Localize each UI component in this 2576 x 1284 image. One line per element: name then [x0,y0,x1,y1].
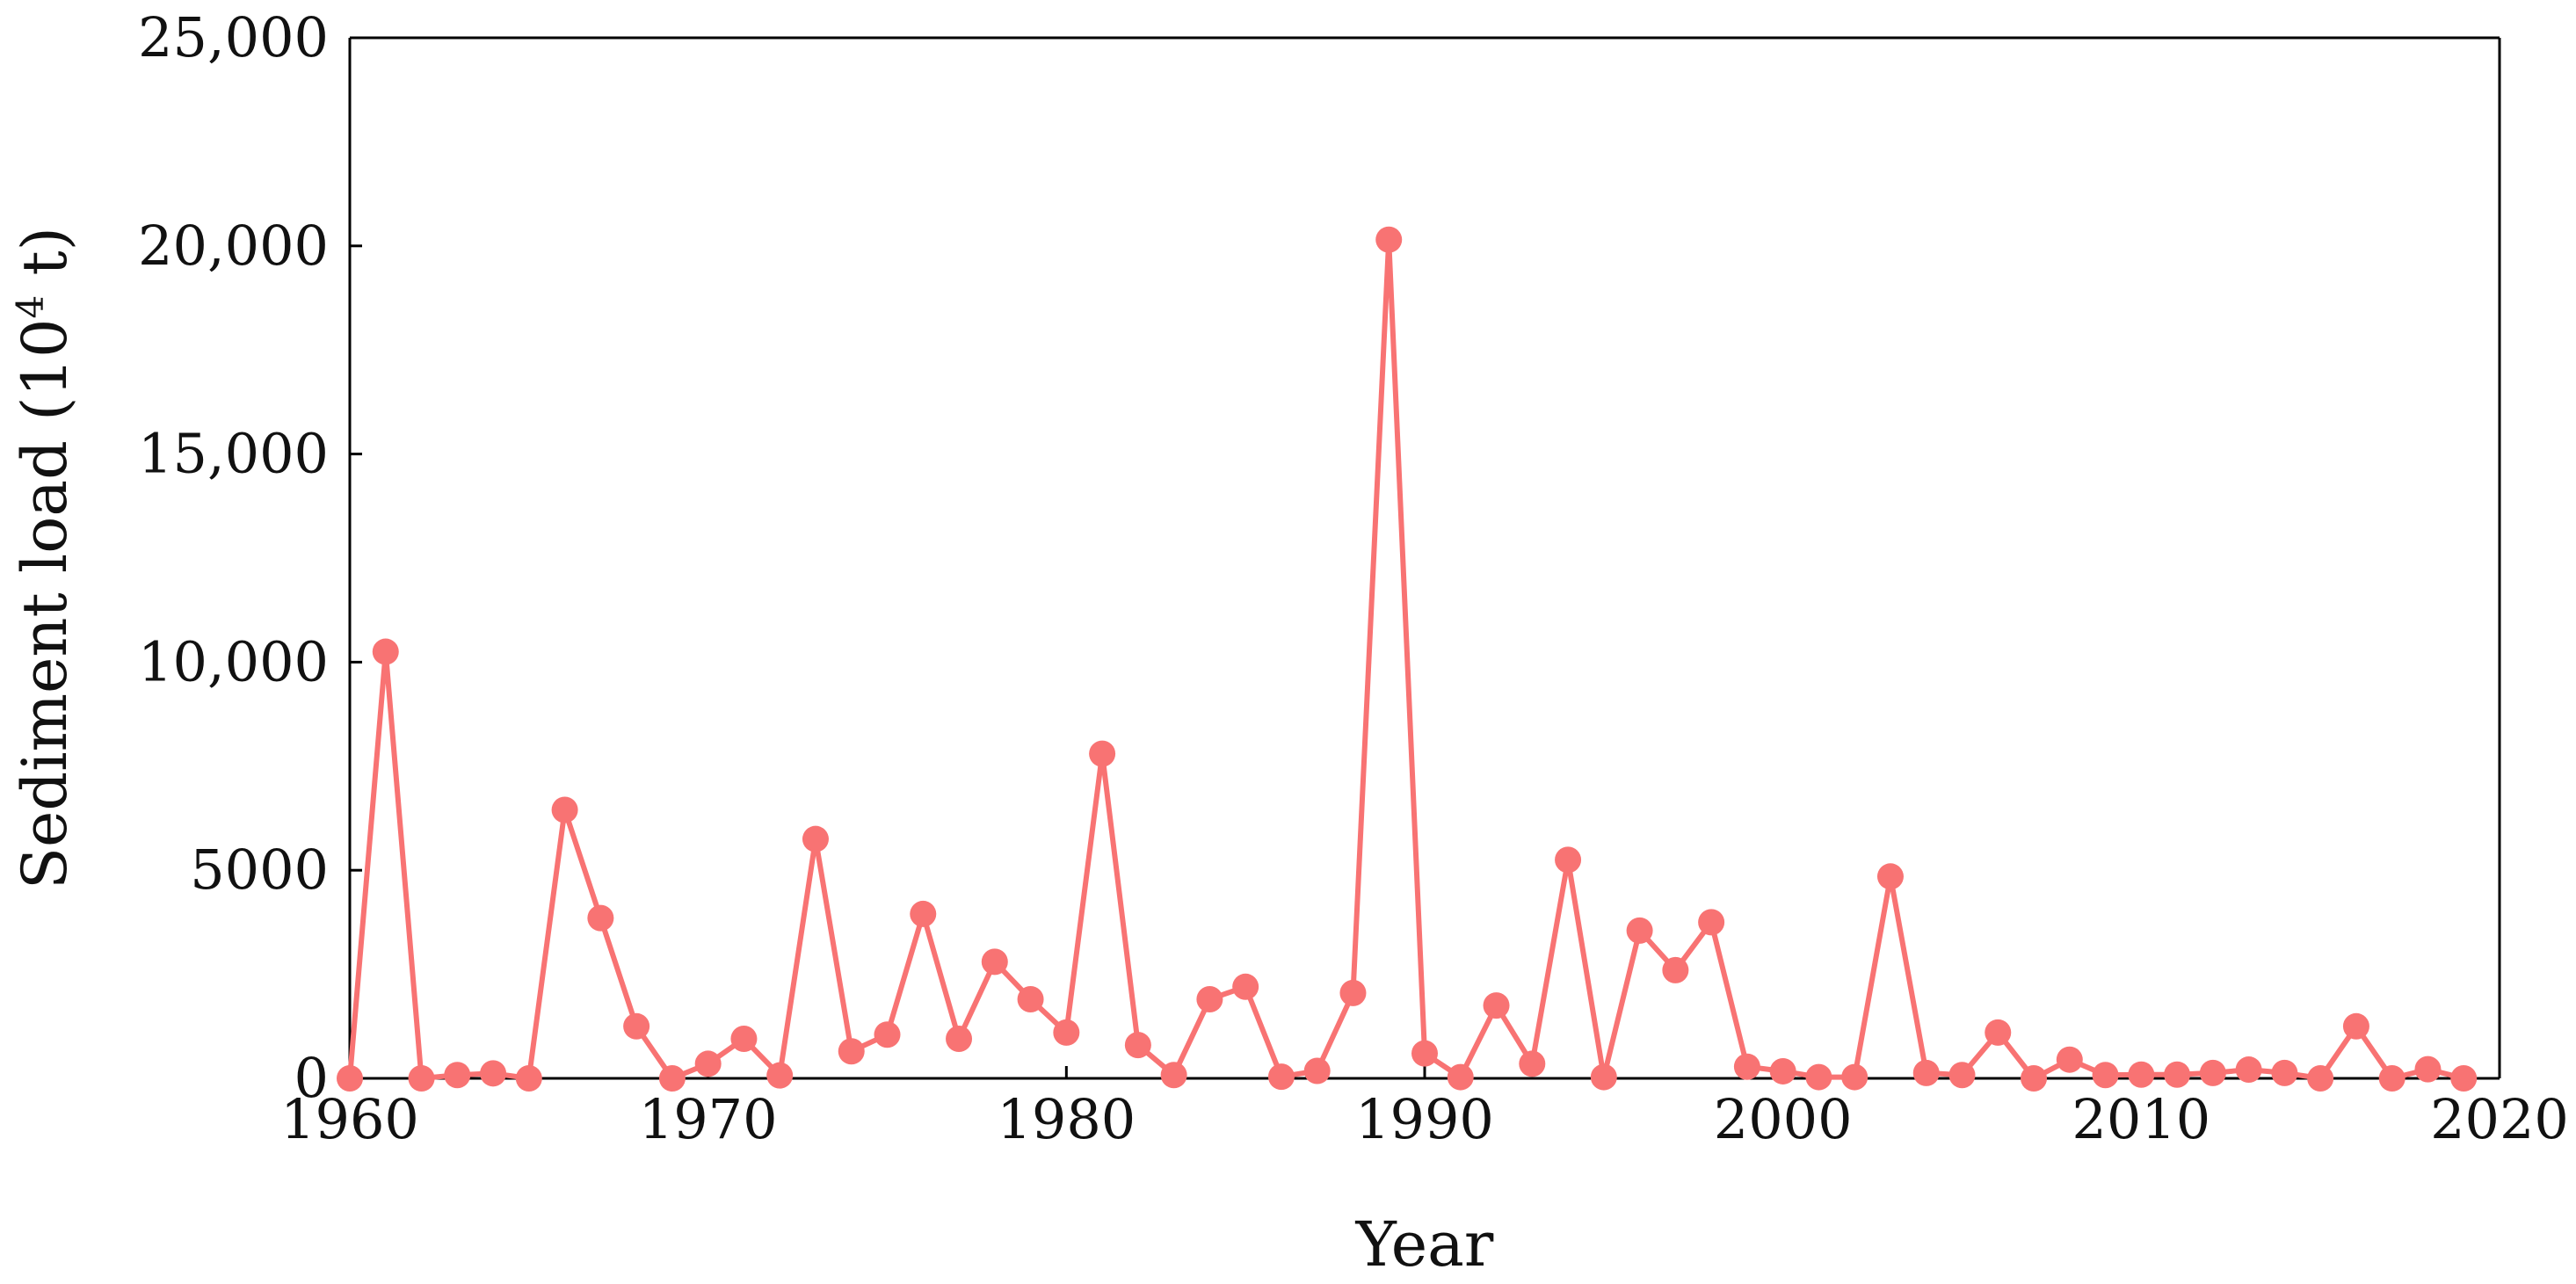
y-tick-label: 5000 [190,838,329,902]
data-point [1985,1019,2012,1046]
data-point [444,1062,471,1089]
x-tick-label: 1990 [1355,1087,1494,1151]
axes [348,36,2501,1080]
data-point [1267,1063,1295,1091]
data-point [551,796,578,823]
data-point [2199,1059,2226,1086]
data-point [1124,1032,1151,1059]
data-point [408,1065,435,1092]
x-tick-label: 2020 [2430,1087,2569,1151]
y-axis-title-main: Sediment load (10 [9,318,81,889]
y-tick-label: 10,000 [138,629,329,693]
data-point [802,825,829,852]
data-point [2164,1061,2191,1088]
data-point [838,1038,865,1065]
data-point [730,1026,758,1053]
data-point [1555,846,1582,874]
data-point [2450,1065,2478,1092]
data-point [1841,1063,1869,1091]
data-point [1698,909,1725,936]
data-point [515,1065,542,1092]
data-point [587,904,614,932]
sediment-load-line [347,236,2464,1081]
data-point [910,900,937,927]
data-point [2056,1046,2083,1073]
x-tick-label: 2010 [2072,1087,2210,1151]
y-tick-label: 25,000 [138,5,329,69]
data-point [1876,863,1904,890]
data-point [337,1065,363,1092]
data-point [2307,1065,2334,1092]
data-point [623,1012,650,1040]
y-tick-label: 15,000 [138,422,329,486]
data-point [1483,992,1510,1019]
data-point [1411,1040,1438,1067]
data-point [1912,1059,1940,1086]
data-point [1519,1050,1546,1077]
data-point [1089,740,1116,767]
data-point [1053,1019,1080,1046]
data-point [2235,1056,2262,1084]
data-point [1733,1053,1760,1080]
data-point [1447,1063,1474,1091]
data-point [1160,1062,1187,1089]
data-point [1590,1063,1617,1091]
data-point [480,1060,507,1087]
data-point [2414,1055,2442,1083]
y-axis-title: Sediment load (104 t) [9,227,81,889]
data-point [1662,956,1689,983]
data-point [1948,1062,1976,1089]
data-point [2128,1061,2155,1088]
y-tick-label: 0 [294,1046,329,1110]
data-point [372,638,399,665]
data-point [2271,1059,2298,1086]
data-point [1232,973,1259,1000]
data-point [1805,1063,1832,1091]
data-point [1196,986,1223,1013]
data-point [1017,986,1044,1013]
data-point [2021,1065,2048,1092]
data-point [2378,1065,2405,1092]
series [337,226,2478,1092]
data-point [658,1065,686,1092]
y-axis-title-suffix: t) [9,227,81,295]
x-tick-label: 2000 [1714,1087,1853,1151]
data-point [1626,917,1653,944]
data-point [981,948,1008,976]
data-point [694,1050,722,1077]
y-axis-title-superscript: 4 [9,295,52,319]
x-tick-label: 1960 [280,1087,419,1151]
data-point [2092,1062,2119,1089]
data-point [1375,226,1403,253]
x-axis-title: Year [1355,1208,1494,1280]
data-point [946,1026,973,1053]
ticks: 1960 1970 1980 1990 2000 2010 2020 0 5000 10,000 1… [138,5,2569,1151]
data-point [874,1021,901,1048]
data-point [1339,979,1367,1006]
data-point [2342,1012,2369,1040]
x-tick-label: 1970 [639,1087,778,1151]
data-point [1769,1057,1796,1085]
x-tick-label: 1980 [997,1087,1136,1151]
data-point [1303,1057,1331,1085]
data-point [766,1062,794,1089]
y-tick-label: 20,000 [138,214,329,278]
